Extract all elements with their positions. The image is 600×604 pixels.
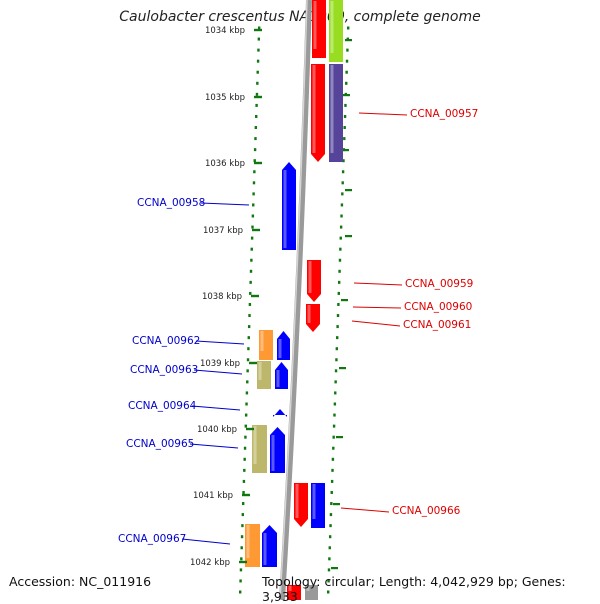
cds-ccna-00967[interactable] — [262, 525, 277, 567]
feature-orange-00967[interactable] — [245, 524, 260, 567]
ruler-tick-label: 1035 kbp — [205, 93, 245, 103]
ruler-tick: 1037 kbp — [203, 226, 260, 236]
gene-label-text[interactable]: CCNA_00958 — [137, 197, 205, 209]
ruler-tick: 1035 kbp — [205, 93, 262, 103]
feature-green-top[interactable] — [329, 0, 343, 62]
cds-ccna-00966[interactable] — [294, 483, 308, 527]
outer-tick-mark — [331, 567, 338, 570]
gene-label-text[interactable]: CCNA_00959 — [405, 278, 473, 290]
gene-label-text[interactable]: CCNA_00961 — [403, 319, 471, 331]
outer-tick-mark — [345, 189, 352, 192]
label-leader-line — [352, 306, 402, 309]
gene-label-ccna-00967[interactable]: CCNA_00967 — [118, 533, 231, 545]
feature-purple-00957[interactable] — [329, 64, 343, 162]
cds-ccna-00957[interactable] — [311, 64, 325, 162]
feature-tan-00965[interactable] — [252, 425, 267, 473]
cds-ccna-00963[interactable] — [275, 362, 288, 389]
gene-label-ccna-00958[interactable]: CCNA_00958 — [137, 197, 250, 209]
ruler-tick: 1042 kbp — [190, 558, 247, 568]
gene-label-ccna-00962[interactable]: CCNA_00962 — [132, 335, 245, 347]
ruler-tick: 1039 kbp — [200, 359, 257, 369]
ruler-tick: 1036 kbp — [205, 159, 262, 169]
ruler-tick-label: 1040 kbp — [197, 425, 237, 435]
cds-ccna-00960[interactable] — [306, 304, 320, 332]
cds-ccna-00962[interactable] — [277, 331, 290, 360]
gene-label-ccna-00965[interactable]: CCNA_00965 — [126, 438, 239, 450]
label-leader-line — [181, 538, 231, 545]
ruler-tick: 1034 kbp — [205, 26, 262, 36]
gene-label-text[interactable]: CCNA_00960 — [404, 301, 472, 313]
cds-ccna-00965[interactable] — [270, 427, 285, 473]
cds-forward-bottom[interactable] — [287, 585, 301, 600]
cds-forward-top[interactable] — [312, 0, 326, 58]
gene-label-ccna-00959[interactable]: CCNA_00959 — [353, 278, 473, 290]
label-leader-line — [340, 507, 390, 513]
cds-ccna-00958[interactable] — [282, 162, 296, 250]
label-leader-line — [195, 340, 245, 345]
outer-tick-mark — [343, 94, 350, 97]
ruler-tick-label: 1039 kbp — [200, 359, 240, 369]
outer-tick-mark — [345, 39, 352, 42]
gene-label-text[interactable]: CCNA_00964 — [128, 400, 197, 412]
cds-ccna-00964[interactable] — [273, 409, 287, 419]
ruler-tick-label: 1037 kbp — [203, 226, 243, 236]
label-leader-line — [200, 202, 250, 206]
gene-label-ccna-00963[interactable]: CCNA_00963 — [130, 364, 243, 376]
label-leader-line — [351, 320, 401, 327]
genome-backbone — [279, 0, 312, 600]
gene-label-ccna-00966[interactable]: CCNA_00966 — [340, 505, 461, 517]
label-leader-line — [358, 112, 408, 116]
gene-labels: CCNA_00957 CCNA_00958 CCNA_00959 CCNA_00960… — [118, 108, 478, 545]
gene-label-text[interactable]: CCNA_00966 — [392, 505, 461, 517]
ruler-tick: 1038 kbp — [202, 292, 259, 302]
ruler-tick-label: 1038 kbp — [202, 292, 242, 302]
gene-label-ccna-00960[interactable]: CCNA_00960 — [352, 301, 472, 313]
backbone-band — [279, 0, 312, 600]
gene-label-ccna-00957[interactable]: CCNA_00957 — [358, 108, 478, 120]
gene-label-ccna-00961[interactable]: CCNA_00961 — [351, 319, 471, 331]
outer-tick-mark — [341, 299, 348, 302]
cds-ccna-00959[interactable] — [307, 260, 321, 302]
feature-grey-bottom[interactable] — [305, 585, 318, 600]
label-leader-line — [189, 443, 239, 449]
label-leader-line — [191, 405, 241, 411]
ruler-ticks: 1034 kbp 1035 kbp 1036 kbp 1037 kbp 1038 kbp… — [190, 26, 262, 568]
ruler-dots-inner — [239, 26, 261, 594]
outer-tick-mark — [336, 436, 343, 439]
ruler-tick-label: 1034 kbp — [205, 26, 245, 36]
outer-tick-mark — [342, 149, 349, 152]
label-leader-line — [353, 282, 403, 286]
gene-label-text[interactable]: CCNA_00965 — [126, 438, 194, 450]
ruler-tick-label: 1042 kbp — [190, 558, 230, 568]
outer-tick-mark — [339, 367, 346, 370]
accession-text: Accession: NC_011916 — [9, 574, 152, 589]
map-title: Caulobacter crescentus NA1000, complete … — [119, 9, 481, 25]
ruler-tick-label: 1036 kbp — [205, 159, 245, 169]
gene-features — [245, 0, 343, 600]
feature-tan-00963[interactable] — [257, 361, 271, 389]
gene-label-text[interactable]: CCNA_00963 — [130, 364, 198, 376]
gene-label-text[interactable]: CCNA_00957 — [410, 108, 478, 120]
ruler-tick: 1041 kbp — [193, 491, 250, 501]
ruler-tick: 1040 kbp — [197, 425, 254, 435]
label-leader-line — [193, 369, 243, 375]
backbone-highlight — [279, 0, 308, 600]
gene-label-text[interactable]: CCNA_00962 — [132, 335, 200, 347]
cds-blue-00966[interactable] — [311, 483, 325, 528]
feature-orange-00962[interactable] — [259, 330, 273, 360]
outer-tick-mark — [345, 235, 352, 238]
gene-label-text[interactable]: CCNA_00967 — [118, 533, 186, 545]
ruler-dotted-lines — [239, 26, 352, 594]
gene-label-ccna-00964[interactable]: CCNA_00964 — [128, 400, 241, 412]
outer-tick-mark — [333, 503, 340, 506]
ruler-tick-label: 1041 kbp — [193, 491, 233, 501]
